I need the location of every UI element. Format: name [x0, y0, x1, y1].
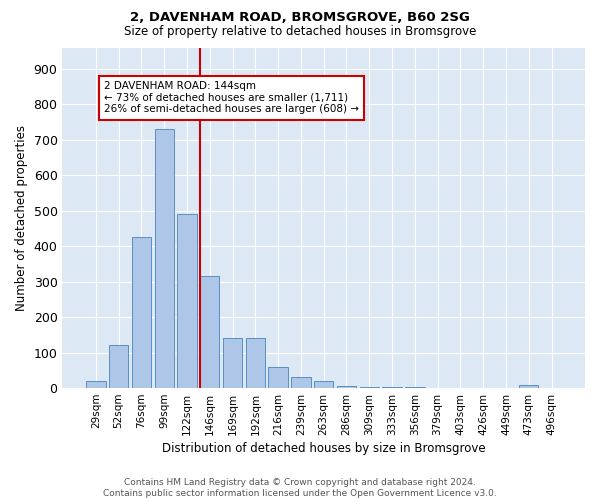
Bar: [268, 367, 288, 388]
Y-axis label: Number of detached properties: Number of detached properties: [15, 125, 28, 311]
Bar: [519, 384, 538, 388]
Bar: [132, 238, 151, 388]
Bar: [314, 381, 334, 388]
Bar: [86, 381, 106, 388]
Bar: [359, 387, 379, 388]
Bar: [337, 386, 356, 388]
Bar: [291, 378, 311, 388]
Bar: [245, 338, 265, 388]
Text: 2 DAVENHAM ROAD: 144sqm
← 73% of detached houses are smaller (1,711)
26% of semi: 2 DAVENHAM ROAD: 144sqm ← 73% of detache…: [104, 81, 359, 114]
Text: Contains HM Land Registry data © Crown copyright and database right 2024.
Contai: Contains HM Land Registry data © Crown c…: [103, 478, 497, 498]
X-axis label: Distribution of detached houses by size in Bromsgrove: Distribution of detached houses by size …: [162, 442, 485, 455]
Bar: [178, 214, 197, 388]
Bar: [109, 346, 128, 388]
Text: 2, DAVENHAM ROAD, BROMSGROVE, B60 2SG: 2, DAVENHAM ROAD, BROMSGROVE, B60 2SG: [130, 11, 470, 24]
Bar: [155, 129, 174, 388]
Text: Size of property relative to detached houses in Bromsgrove: Size of property relative to detached ho…: [124, 25, 476, 38]
Bar: [223, 338, 242, 388]
Bar: [200, 276, 220, 388]
